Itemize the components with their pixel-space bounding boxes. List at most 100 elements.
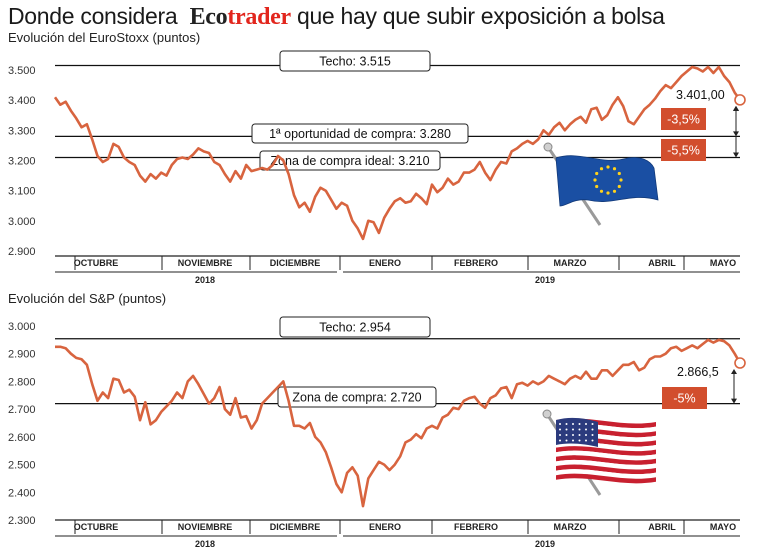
eu-flag-star bbox=[617, 184, 621, 189]
us-flag-stripe bbox=[556, 469, 656, 479]
eurostoxx-month-label: ABRIL bbox=[648, 258, 676, 268]
us-flag-star bbox=[591, 423, 594, 425]
eurostoxx-reference-label: Techo: 3.515 bbox=[319, 55, 391, 69]
sp500-last-value-label: 2.866,5 bbox=[677, 365, 719, 379]
sp500-month-label: ENERO bbox=[369, 522, 401, 532]
eurostoxx-reference-box bbox=[259, 150, 441, 171]
sp500-y-tick: 2.300 bbox=[8, 515, 36, 527]
sp500-series-line bbox=[55, 338, 742, 508]
us-flag-stripe bbox=[556, 464, 656, 475]
us-flag-star bbox=[578, 428, 581, 431]
us-flag-star bbox=[559, 439, 561, 442]
brand-logo-trader: trader bbox=[227, 4, 291, 30]
eurostoxx-year-label: 2019 bbox=[535, 275, 555, 285]
sp500-month-label: FEBRERO bbox=[454, 522, 498, 532]
us-flag-star bbox=[565, 434, 568, 436]
sp500-reference-label: Zona de compra: 2.720 bbox=[292, 391, 421, 405]
us-flag-star bbox=[565, 428, 568, 431]
eurostoxx-range-arrow-head bbox=[733, 105, 739, 111]
sp500-chart-title: Evolución del S&P (puntos) bbox=[8, 291, 167, 306]
us-flag-star bbox=[585, 428, 587, 431]
sp500-reference-box bbox=[279, 316, 431, 338]
eurostoxx-last-point-marker bbox=[734, 94, 746, 106]
us-flag-stripe bbox=[556, 455, 656, 465]
us-flag-star bbox=[585, 439, 587, 442]
eurostoxx-chart-title: Evolución del EuroStoxx (puntos) bbox=[8, 30, 201, 45]
us-flag-star bbox=[572, 423, 574, 425]
eurostoxx-month-label: MARZO bbox=[554, 258, 587, 268]
eurostoxx-y-tick: 3.300 bbox=[8, 125, 36, 137]
eurostoxx-change-badge-text: -5,5% bbox=[667, 144, 700, 158]
eurostoxx-month-label: DICIEMBRE bbox=[270, 258, 321, 268]
us-flag-star bbox=[585, 423, 587, 425]
eurostoxx-range-arrow-head bbox=[733, 152, 739, 158]
eu-flag-star bbox=[619, 178, 623, 182]
sp500-y-tick: 2.700 bbox=[8, 404, 36, 416]
us-flag-star bbox=[565, 423, 568, 425]
eurostoxx-series-line bbox=[53, 65, 742, 241]
title-after: que hay que subir exposición a bolsa bbox=[296, 3, 665, 29]
sp500-range-arrow-head bbox=[731, 368, 737, 374]
title-before: Donde considera bbox=[8, 3, 178, 29]
us-flag-stripe bbox=[556, 459, 656, 470]
us-flag-star bbox=[591, 439, 594, 442]
sp500-range-arrow-head bbox=[731, 398, 737, 404]
us-flag-canton bbox=[556, 417, 598, 447]
us-flag-stripe bbox=[556, 450, 656, 461]
eurostoxx-y-tick: 3.500 bbox=[8, 65, 36, 77]
eu-flag-star bbox=[617, 171, 621, 176]
sp500-y-tick: 2.500 bbox=[8, 460, 36, 472]
eu-flag-star bbox=[612, 167, 617, 171]
eu-flag-star bbox=[612, 189, 617, 193]
sp500-reference-label: Techo: 2.954 bbox=[319, 321, 391, 335]
eurostoxx-y-tick: 3.400 bbox=[8, 95, 36, 107]
sp500-reference-box bbox=[277, 386, 437, 408]
eurostoxx-change-badge bbox=[661, 139, 706, 161]
eurostoxx-reference-label: Zona de compra ideal: 3.210 bbox=[270, 154, 429, 168]
eurostoxx-month-label: ENERO bbox=[369, 258, 401, 268]
us-flag-star bbox=[591, 428, 594, 431]
sp500-last-point-marker bbox=[734, 357, 746, 369]
eu-flag-star bbox=[599, 189, 604, 193]
sp500-month-label: MAYO bbox=[710, 522, 736, 532]
us-flag-star bbox=[578, 434, 581, 436]
us-flag-star bbox=[578, 423, 581, 425]
us-flag-stripe bbox=[556, 473, 656, 484]
eu-flag-star bbox=[595, 171, 599, 176]
eurostoxx-y-tick: 2.900 bbox=[8, 246, 36, 258]
us-flag-icon bbox=[542, 409, 656, 496]
flag-pole-knob bbox=[543, 142, 553, 152]
eurostoxx-y-tick: 3.000 bbox=[8, 216, 36, 228]
eu-flag-star bbox=[606, 191, 610, 195]
us-flag-star bbox=[572, 434, 574, 436]
us-flag-star bbox=[565, 439, 568, 442]
flag-pole-knob bbox=[542, 409, 552, 419]
us-flag-star bbox=[559, 434, 561, 436]
eurostoxx-month-label: OCTUBRE bbox=[74, 258, 119, 268]
sp500-month-label: OCTUBRE bbox=[74, 522, 119, 532]
sp500-month-label: NOVIEMBRE bbox=[178, 522, 233, 532]
us-flag-star bbox=[559, 428, 561, 431]
brand-logo-eco: Eco bbox=[189, 4, 228, 30]
us-flag-stripe bbox=[556, 446, 656, 456]
us-flag-star bbox=[572, 428, 574, 431]
eurostoxx-change-badge-text: -3,5% bbox=[667, 113, 700, 127]
sp500-month-label: ABRIL bbox=[648, 522, 676, 532]
eurostoxx-month-label: NOVIEMBRE bbox=[178, 258, 233, 268]
sp500-y-tick: 2.600 bbox=[8, 432, 36, 444]
eurostoxx-y-tick: 3.100 bbox=[8, 186, 36, 198]
sp500-y-tick: 2.400 bbox=[8, 487, 36, 499]
sp500-change-badge-text: -5% bbox=[673, 392, 695, 406]
sp500-y-tick: 3.000 bbox=[8, 321, 36, 333]
eurostoxx-year-label: 2018 bbox=[195, 275, 215, 285]
us-flag-star bbox=[578, 439, 581, 442]
us-flag-star bbox=[572, 439, 574, 442]
sp500-month-label: MARZO bbox=[554, 522, 587, 532]
eurostoxx-change-badge bbox=[661, 108, 706, 130]
eurostoxx-month-label: MAYO bbox=[710, 258, 736, 268]
us-flag-star bbox=[591, 434, 594, 436]
eu-flag-icon bbox=[543, 142, 659, 226]
eurostoxx-month-label: FEBRERO bbox=[454, 258, 498, 268]
eu-flag-star bbox=[593, 178, 597, 182]
